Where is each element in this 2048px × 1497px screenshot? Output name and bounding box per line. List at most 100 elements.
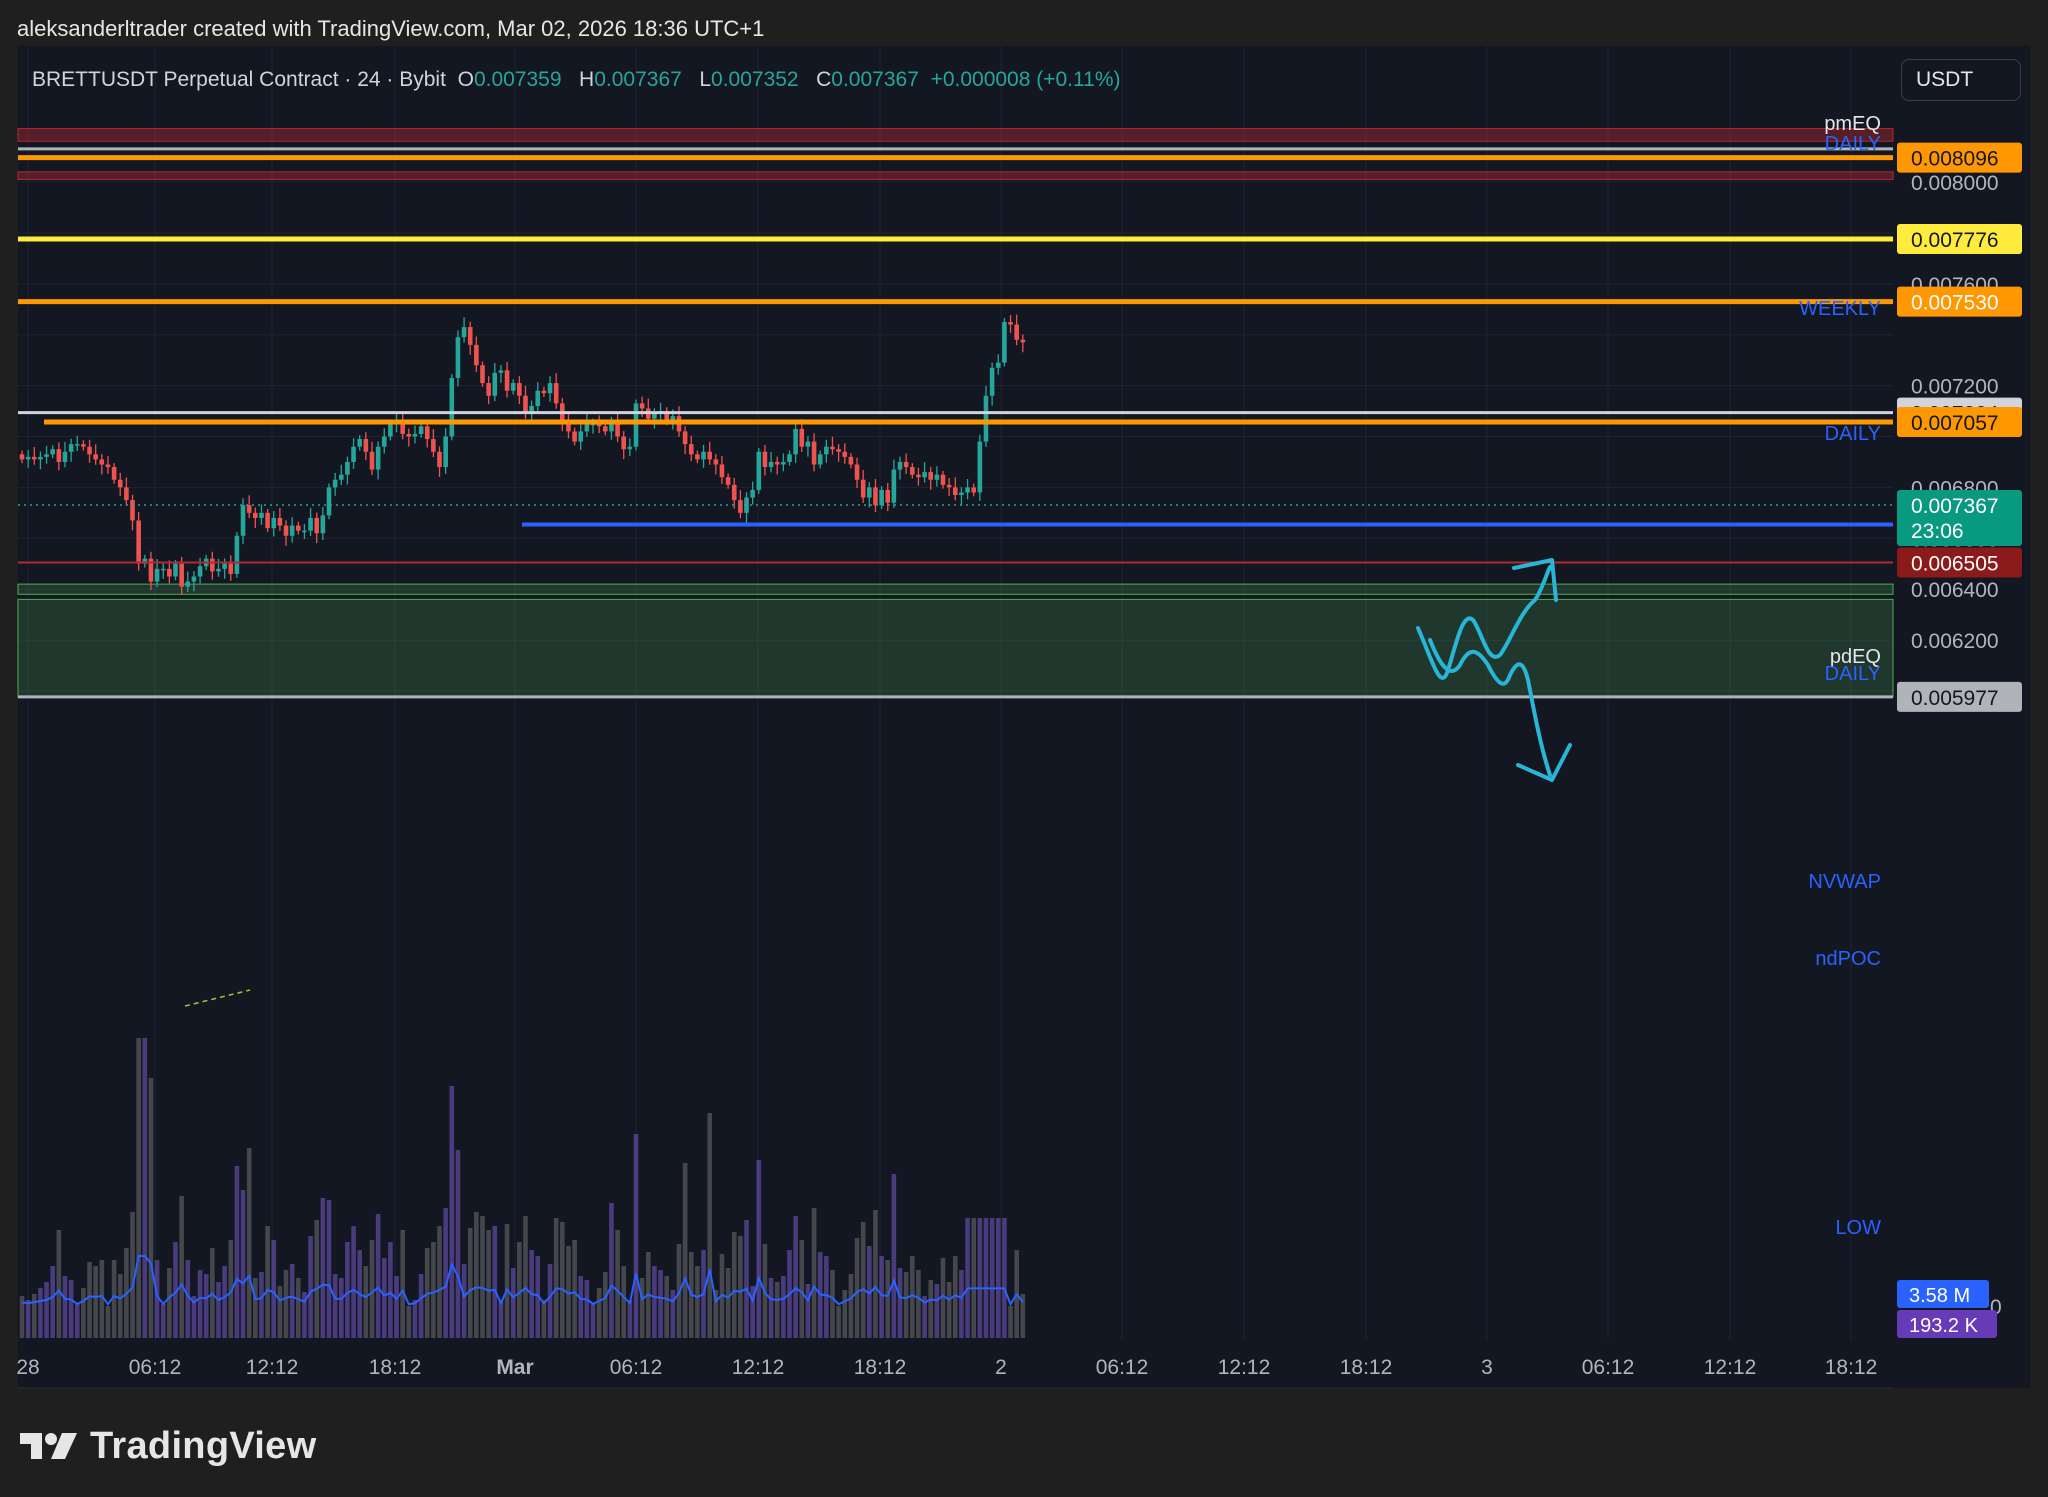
candle-body (615, 423, 620, 437)
candle-body (768, 461, 774, 468)
volume-bar (185, 1260, 191, 1338)
volume-bar (535, 1256, 541, 1338)
candle-body (283, 525, 289, 536)
x-tick-label: 06:12 (1582, 1356, 1635, 1379)
candle-body (191, 576, 197, 582)
volume-bar (848, 1274, 854, 1338)
candle-body (431, 439, 436, 452)
level-label: pmEQ (1824, 113, 1881, 135)
high-value: 0.007367 (594, 68, 682, 91)
candle-body (412, 433, 418, 437)
volume-bar (308, 1236, 313, 1338)
candle-body (289, 525, 295, 536)
volume-bar (228, 1240, 234, 1338)
volume-bar (572, 1240, 577, 1338)
candle-body (418, 426, 424, 434)
candle-body (351, 446, 356, 462)
candle-body (486, 383, 491, 396)
volume-bar (443, 1208, 448, 1338)
candle-body (688, 444, 694, 455)
volume-bar (19, 1296, 25, 1338)
candle-body (222, 563, 227, 569)
volume-bar (351, 1226, 356, 1338)
volume-bar (952, 1256, 958, 1338)
candle-body (738, 500, 743, 513)
y-tick-label: 0.006400 (1911, 579, 1999, 602)
y-tick-label: 0.006200 (1911, 630, 1999, 653)
candle-body (664, 411, 669, 422)
volume-bar (50, 1266, 55, 1338)
low-label: L (699, 68, 712, 91)
volume-bar (738, 1236, 743, 1338)
volume-bar (62, 1276, 68, 1338)
price-tag-text: 0.006505 (1911, 552, 1999, 575)
candle-body (867, 487, 872, 498)
volume-bar (940, 1258, 946, 1338)
candle-body (707, 451, 712, 460)
level-label: ndPOC (1815, 948, 1881, 970)
candle-body (492, 372, 498, 396)
volume-bar (781, 1276, 786, 1338)
volume-bar (584, 1280, 590, 1338)
volume-bar (553, 1218, 559, 1338)
candle-body (547, 383, 553, 394)
volume-bar (774, 1282, 780, 1338)
candle-body (320, 515, 326, 534)
candle-body (111, 467, 117, 480)
candle-body (56, 449, 62, 462)
x-tick-label: 12:12 (1704, 1356, 1757, 1379)
candle-body (952, 487, 958, 496)
volume-bar (750, 1286, 755, 1338)
candle-body (523, 395, 528, 414)
candle-body (277, 517, 283, 526)
candle-body (375, 446, 381, 470)
volume-bar (983, 1218, 989, 1338)
candle-body (910, 467, 915, 475)
volume-bar (891, 1174, 897, 1338)
candle-body (817, 454, 823, 465)
volume-bar (873, 1210, 878, 1338)
candle-body (81, 444, 86, 447)
candle-body (99, 459, 105, 465)
level-label: DAILY (1825, 133, 1881, 155)
candle-body (25, 456, 31, 460)
candle-body (873, 487, 878, 506)
candle-body (566, 421, 571, 432)
candle-body (959, 492, 964, 496)
x-tick-label: 12:12 (246, 1356, 299, 1379)
change-value: +0.000008 (+0.11%) (930, 68, 1121, 91)
volume-bar (412, 1300, 418, 1338)
level-label: pdEQ (1830, 646, 1881, 668)
candle-body (590, 423, 596, 426)
currency-button[interactable]: USDT (1901, 59, 2021, 101)
volume-bar (547, 1264, 553, 1338)
x-tick-label: 12:12 (732, 1356, 785, 1379)
candle-body (449, 377, 455, 437)
volume-bar (130, 1212, 135, 1338)
volume-bar (744, 1220, 749, 1338)
volume-bar (38, 1288, 43, 1338)
candle-body (695, 454, 700, 460)
volume-bar (25, 1300, 31, 1338)
volume-bar (154, 1260, 160, 1338)
candle-body (74, 444, 80, 446)
tradingview-logo[interactable]: TradingView (20, 1424, 316, 1468)
candle-body (467, 327, 473, 345)
volume-bar (523, 1216, 528, 1338)
zone-green-2 (17, 583, 1894, 595)
volume-bar (431, 1242, 436, 1338)
scenario-drawing[interactable] (1416, 558, 1572, 782)
candle-body (584, 423, 590, 432)
candle-body (750, 489, 755, 498)
candle-body (535, 390, 541, 406)
volume-bar (277, 1286, 283, 1338)
candle-body (50, 449, 55, 455)
open-label: O (457, 68, 474, 91)
candle-body (296, 525, 301, 531)
volume-bar (338, 1278, 344, 1338)
volume-bar (461, 1264, 467, 1338)
candle-body (983, 395, 989, 442)
volume-bar (860, 1222, 866, 1338)
volume-bar (326, 1200, 332, 1338)
